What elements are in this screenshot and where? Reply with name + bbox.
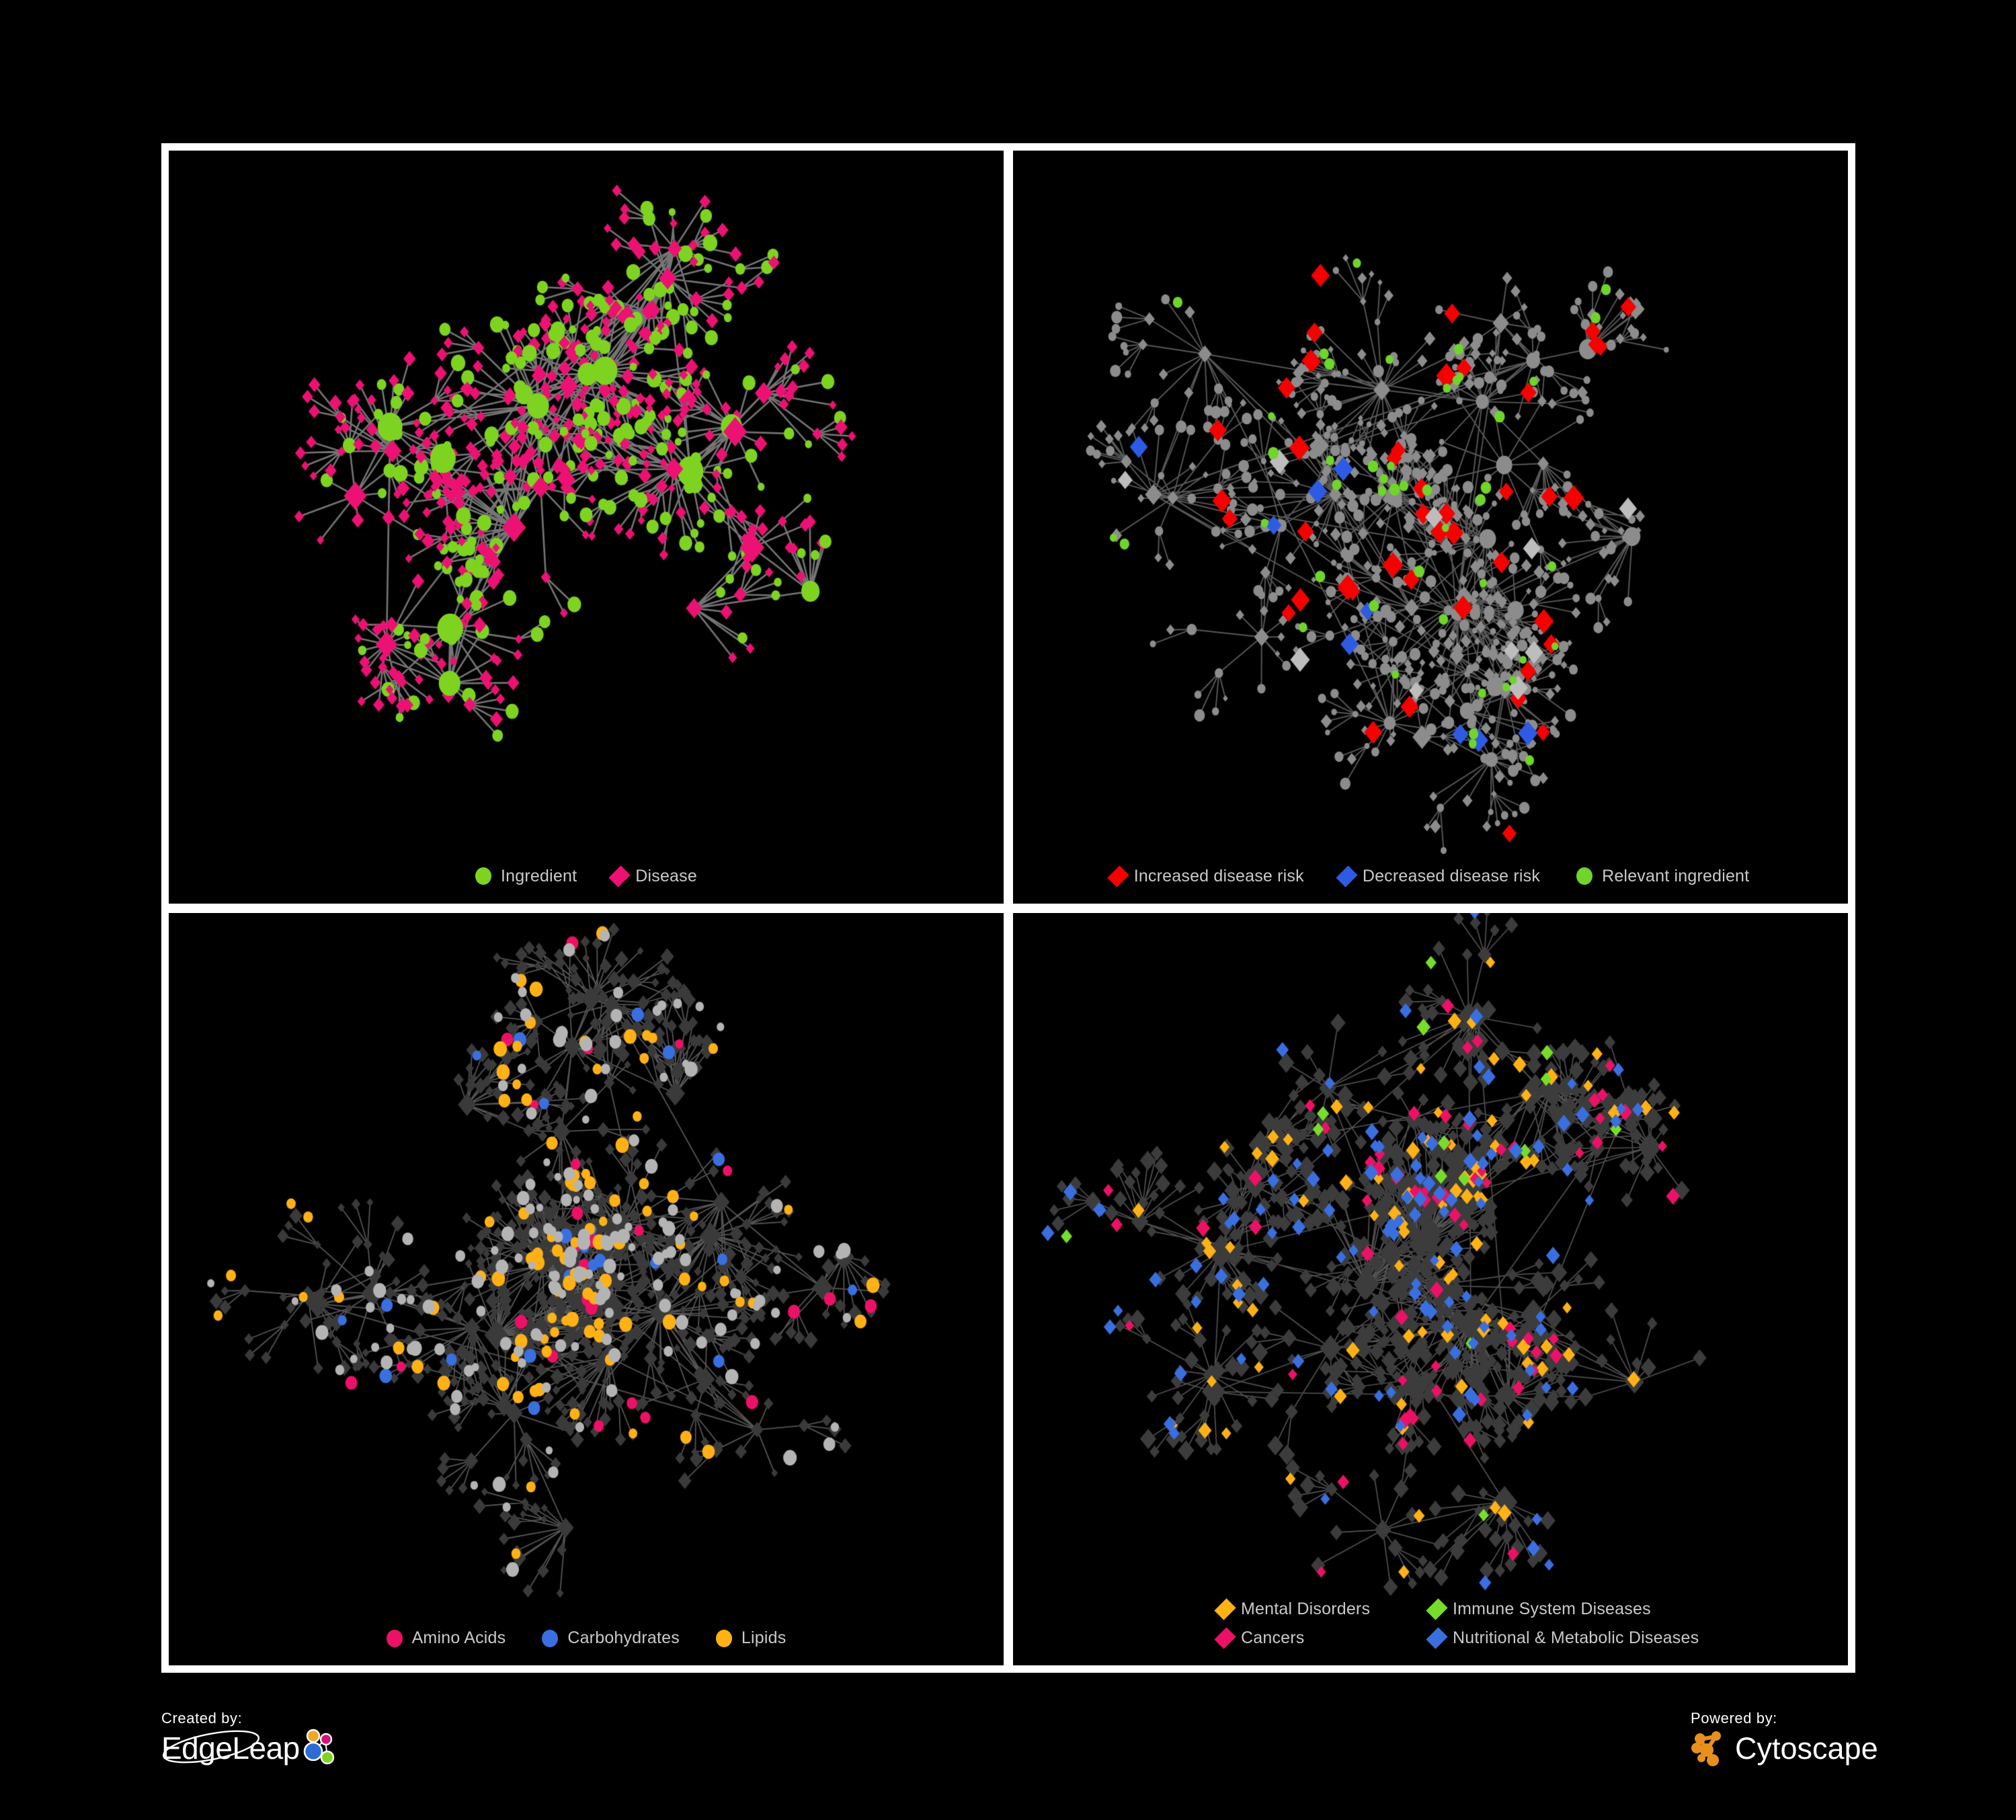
lipids-circle-icon <box>715 1629 732 1647</box>
legend-item-amino-acids[interactable]: Amino Acids <box>386 1628 506 1648</box>
legend-item-lipids[interactable]: Lipids <box>715 1628 787 1648</box>
cytoscape-logo-lockup[interactable]: Cytoscape <box>1691 1729 1878 1768</box>
decreased-risk-diamond-icon <box>1336 865 1358 887</box>
legend-label-lipids: Lipids <box>741 1628 787 1647</box>
legend-item-carbohydrates[interactable]: Carbohydrates <box>542 1628 680 1648</box>
legend-item-increased-risk[interactable]: Increased disease risk <box>1107 865 1304 887</box>
powered-by-kicker: Powered by: <box>1691 1710 1777 1727</box>
ingredient-circle-icon <box>475 867 492 885</box>
disease-diamond-icon <box>608 865 631 887</box>
legend-label-carbohydrates: Carbohydrates <box>567 1628 680 1647</box>
relevant-ingredient-circle-icon <box>1576 867 1593 885</box>
legend-item-ingredient[interactable]: Ingredient <box>475 867 577 886</box>
legend-disease-class: Mental Disorders Immune System Diseases … <box>1192 1598 1699 1649</box>
panel-disease-risk[interactable]: Increased disease risk Decreased disease… <box>1013 151 1848 904</box>
legend-label-mental-disorders: Mental Disorders <box>1241 1599 1371 1618</box>
figure-frame: Ingredient Disease Increased disease ris… <box>161 143 1855 1673</box>
legend-label-ingredient: Ingredient <box>501 866 577 885</box>
legend-label-cancers: Cancers <box>1241 1628 1305 1647</box>
network-canvas-disease-class[interactable] <box>1013 912 1848 1665</box>
legend-ingredient-disease: Ingredient Disease <box>169 865 1004 887</box>
panel-disease-class[interactable]: Mental Disorders Immune System Diseases … <box>1013 912 1848 1665</box>
legend-label-disease: Disease <box>635 866 697 885</box>
legend-label-amino-acids: Amino Acids <box>411 1628 506 1647</box>
legend-item-cancers[interactable]: Cancers <box>1214 1627 1430 1649</box>
panel-ingredient-disease[interactable]: Ingredient Disease <box>169 151 1004 904</box>
legend-label-relevant-ingredient: Relevant ingredient <box>1602 866 1750 885</box>
carbohydrates-circle-icon <box>542 1629 559 1647</box>
legend-label-increased-risk: Increased disease risk <box>1133 866 1304 885</box>
network-canvas-ingredient-disease[interactable] <box>169 151 1004 904</box>
created-by-branding: Created by: EdgeLeap <box>161 1710 336 1768</box>
cytoscape-wordmark: Cytoscape <box>1735 1731 1878 1766</box>
legend-label-nutritional-metabolic-diseases: Nutritional & Metabolic Diseases <box>1453 1628 1699 1647</box>
cancers-diamond-icon <box>1214 1627 1236 1649</box>
network-canvas-disease-risk[interactable] <box>1013 151 1848 904</box>
network-canvas-ingredient-class[interactable] <box>169 912 1004 1665</box>
legend-item-decreased-risk[interactable]: Decreased disease risk <box>1336 865 1541 887</box>
powered-by-branding: Powered by: Cytoscape <box>1691 1710 1878 1768</box>
increased-risk-diamond-icon <box>1107 865 1129 887</box>
panel-ingredient-class[interactable]: Amino Acids Carbohydrates Lipids <box>169 912 1004 1665</box>
legend-item-immune-system-diseases[interactable]: Immune System Diseases <box>1426 1598 1651 1620</box>
edgeleap-node-graph-icon <box>303 1729 334 1765</box>
legend-item-relevant-ingredient[interactable]: Relevant ingredient <box>1576 867 1749 886</box>
amino-acids-circle-icon <box>386 1629 403 1647</box>
legend-label-immune-system-diseases: Immune System Diseases <box>1453 1599 1651 1618</box>
created-by-kicker: Created by: <box>161 1710 243 1727</box>
legend-item-disease[interactable]: Disease <box>608 865 697 887</box>
legend-ingredient-class: Amino Acids Carbohydrates Lipids <box>169 1628 1004 1648</box>
legend-label-decreased-risk: Decreased disease risk <box>1362 866 1541 885</box>
edgeleap-logo-lockup[interactable]: EdgeLeap <box>161 1729 336 1768</box>
cytoscape-node-graph-icon <box>1691 1731 1721 1766</box>
legend-item-nutritional-metabolic-diseases[interactable]: Nutritional & Metabolic Diseases <box>1426 1627 1699 1649</box>
legend-item-mental-disorders[interactable]: Mental Disorders <box>1214 1598 1430 1620</box>
edgeleap-wordmark: EdgeLeap <box>161 1731 300 1766</box>
mental-disorders-diamond-icon <box>1214 1598 1236 1620</box>
legend-disease-risk: Increased disease risk Decreased disease… <box>1013 865 1848 887</box>
